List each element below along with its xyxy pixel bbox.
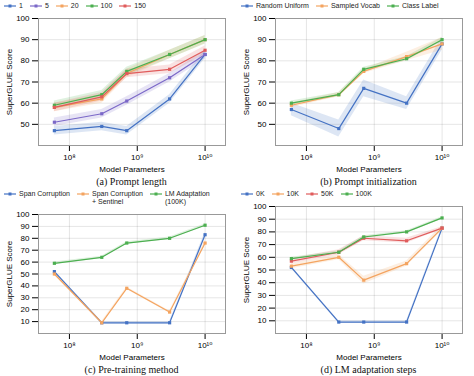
svg-text:10¹⁰: 10¹⁰ — [198, 153, 213, 162]
svg-text:60: 60 — [21, 258, 30, 267]
svg-text:80: 80 — [258, 56, 267, 65]
svg-text:10⁸: 10⁸ — [300, 341, 312, 350]
html-text:1: 1 — [19, 2, 23, 9]
html-text:Random Uniform: Random Uniform — [256, 2, 309, 9]
svg-text:80: 80 — [21, 56, 30, 65]
html-text:(a) Prompt length: (a) Prompt length — [96, 176, 167, 187]
svg-text:Model Parameters: Model Parameters — [99, 353, 164, 362]
svg-text:SuperGLUE Score: SuperGLUE Score — [5, 240, 14, 307]
svg-text:30: 30 — [258, 291, 267, 300]
html-text:100: 100 — [100, 2, 113, 9]
svg-text:SuperGLUE Score: SuperGLUE Score — [242, 236, 251, 303]
svg-text:40: 40 — [258, 278, 267, 287]
html-text:5: 5 — [44, 2, 49, 9]
svg-text:100: 100 — [253, 14, 267, 23]
svg-text:60: 60 — [21, 99, 30, 108]
svg-text:50: 50 — [21, 120, 30, 129]
svg-text:100: 100 — [16, 210, 30, 219]
svg-text:60: 60 — [258, 253, 267, 262]
svg-text:50: 50 — [258, 266, 267, 275]
svg-text:90: 90 — [21, 35, 30, 44]
html-text:Sampled Vocab: Sampled Vocab — [330, 2, 380, 9]
svg-text:Model Parameters: Model Parameters — [336, 353, 401, 362]
svg-text:10⁸: 10⁸ — [300, 153, 312, 162]
svg-text:10: 10 — [258, 316, 267, 325]
svg-text:SuperGLUE Score: SuperGLUE Score — [242, 48, 251, 115]
svg-text:80: 80 — [21, 234, 30, 243]
html-text:50K: 50K — [321, 190, 334, 197]
svg-text:10⁸: 10⁸ — [63, 153, 75, 162]
svg-text:50: 50 — [21, 270, 30, 279]
html-text:(d) LM adaptation steps: (d) LM adaptation steps — [320, 364, 417, 375]
html-text:(c) Pre-training method: (c) Pre-training method — [84, 364, 179, 375]
html-text:Class Label: Class Label — [402, 2, 439, 9]
html-text:LM Adaptation (100K): LM Adaptation (100K) — [165, 190, 210, 205]
svg-text:90: 90 — [21, 222, 30, 231]
svg-text:20: 20 — [21, 305, 30, 314]
html-text:150: 150 — [134, 2, 146, 9]
svg-text:70: 70 — [258, 78, 267, 87]
svg-text:10¹⁰: 10¹⁰ — [198, 341, 213, 350]
html-text:Span Corruption + Sentinel: Span Corruption + Sentinel — [92, 190, 143, 205]
svg-text:80: 80 — [258, 227, 267, 236]
svg-text:90: 90 — [258, 215, 267, 224]
svg-text:10: 10 — [21, 317, 30, 326]
html-text:100K: 100K — [355, 190, 372, 197]
svg-text:Model Parameters: Model Parameters — [336, 165, 401, 174]
svg-text:30: 30 — [21, 293, 30, 302]
html-text:Span Corruption: Span Corruption — [19, 190, 70, 197]
html-text:(b) Prompt initialization: (b) Prompt initialization — [320, 176, 417, 187]
html-text:20: 20 — [70, 2, 79, 9]
svg-text:50: 50 — [258, 120, 267, 129]
svg-text:20: 20 — [258, 304, 267, 313]
svg-text:70: 70 — [258, 240, 267, 249]
svg-text:10¹⁰: 10¹⁰ — [435, 153, 450, 162]
html-text:0K: 0K — [256, 190, 265, 197]
html-text:10K: 10K — [286, 190, 299, 197]
svg-text:10¹⁰: 10¹⁰ — [435, 341, 450, 350]
svg-text:40: 40 — [21, 281, 30, 290]
svg-text:100: 100 — [253, 202, 267, 211]
svg-text:SuperGLUE Score: SuperGLUE Score — [5, 48, 14, 115]
svg-text:10⁹: 10⁹ — [131, 341, 143, 350]
svg-text:60: 60 — [258, 99, 267, 108]
svg-text:100: 100 — [16, 14, 30, 23]
svg-text:90: 90 — [258, 35, 267, 44]
svg-text:70: 70 — [21, 78, 30, 87]
svg-text:10⁹: 10⁹ — [368, 153, 380, 162]
svg-text:70: 70 — [21, 246, 30, 255]
svg-text:10⁸: 10⁸ — [63, 341, 75, 350]
svg-text:10⁹: 10⁹ — [368, 341, 380, 350]
svg-text:Model Parameters: Model Parameters — [99, 165, 164, 174]
svg-text:10⁹: 10⁹ — [131, 153, 143, 162]
